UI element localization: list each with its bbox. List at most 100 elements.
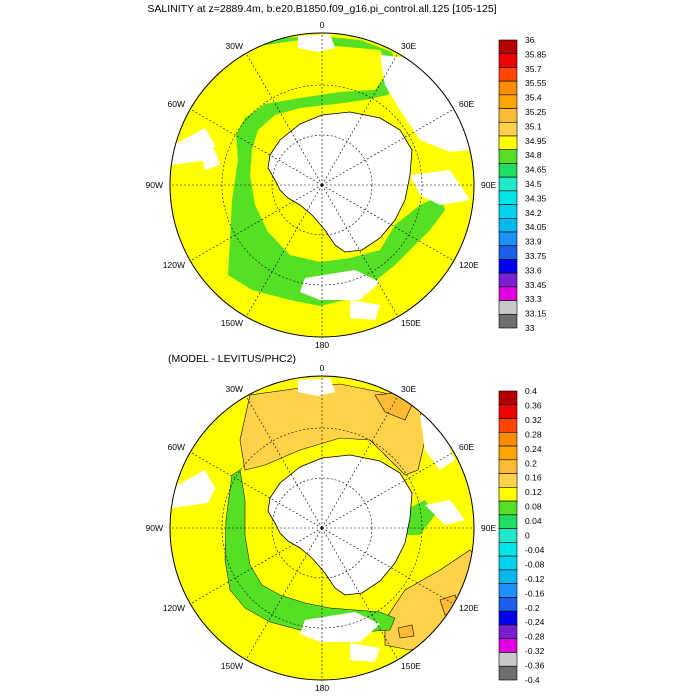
lon-label-150e: 150E (401, 318, 421, 328)
colorbar-swatch (498, 231, 518, 247)
colorbar-tick-label: 0.04 (525, 516, 542, 526)
colorbar-tick-label: 0.12 (525, 487, 542, 497)
lon-label-150e: 150E (401, 661, 421, 671)
colorbar-tick-label: 33.3 (525, 294, 542, 304)
colorbar-swatch (498, 390, 518, 406)
map-border (169, 32, 475, 338)
colorbar-swatch (498, 108, 518, 123)
lon-label-60e: 60E (459, 99, 474, 109)
colorbar-swatch (498, 418, 518, 433)
colorbar-tick-label: 34.8 (525, 150, 542, 160)
lon-label-30w: 30W (226, 384, 243, 394)
colorbar-tick-label: 0.2 (525, 458, 537, 468)
colorbar-swatch (498, 597, 518, 612)
lon-label-90e: 90E (481, 180, 496, 190)
colorbar-swatch (498, 245, 518, 260)
colorbar-swatch (498, 652, 518, 667)
colorbar-tick-label: 33.6 (525, 265, 542, 275)
lon-label-60e: 60E (459, 442, 474, 452)
colorbar-swatch (498, 121, 518, 137)
colorbar-swatch (498, 514, 518, 529)
colorbar-tick-label: -0.4 (525, 675, 540, 685)
lon-label-90w: 90W (146, 523, 163, 533)
lon-label-0: 0 (320, 20, 325, 30)
colorbar-swatch (498, 149, 518, 164)
colorbar-swatch (498, 665, 518, 681)
colorbar-swatch (498, 610, 518, 626)
colorbar-tick-label: 35.55 (525, 78, 547, 88)
lon-label-60w: 60W (168, 99, 185, 109)
colorbar-salinity: 36 35.85 35.7 35.55 35.4 35.25 35.1 34.95 34.8 34… (498, 35, 547, 333)
lon-label-120e: 120E (459, 260, 479, 270)
colorbar-tick-label: -0.08 (525, 559, 545, 569)
colorbar-tick-label: 34.95 (525, 136, 547, 146)
missing-data (170, 378, 465, 662)
lon-label-90w: 90W (146, 180, 163, 190)
colorbar-swatch (498, 542, 518, 557)
panel-salinity: SALINITY at z=2889.4m, b.e20.B1850.f09_g… (146, 3, 547, 350)
lon-label-30e: 30E (401, 41, 416, 51)
colorbar-tick-label: 33.9 (525, 237, 542, 247)
colorbar-tick-label: 34.05 (525, 222, 547, 232)
colorbar-tick-label: 36 (525, 35, 535, 45)
colorbar-tick-label: 0.16 (525, 473, 542, 483)
colorbar-swatch (498, 473, 518, 488)
colorbar-swatch (498, 39, 518, 55)
colorbar-difference: 0.4 0.36 0.32 0.28 0.24 0.2 0.16 0.12 0.08 0.04 0 -… (498, 386, 545, 685)
colorbar-tick-label: 34.2 (525, 208, 542, 218)
colorbar-tick-label: -0.24 (525, 617, 545, 627)
colorbar-swatch (498, 404, 518, 419)
lon-label-0: 0 (320, 363, 325, 373)
colorbar-tick-label: -0.04 (525, 545, 545, 555)
map-salinity: 0 30E 60E 90E 120E 150E 180 150W 120W 90… (146, 20, 497, 350)
colorbar-swatch (498, 624, 518, 640)
colorbar-tick-label: 35.4 (525, 93, 542, 103)
colorbar-tick-label: 34.35 (525, 193, 547, 203)
colorbar-swatch (498, 528, 518, 543)
colorbar-swatch (498, 459, 518, 474)
colorbar-swatch (498, 300, 518, 315)
colorbar-tick-label: 35.1 (525, 121, 542, 131)
colorbar-tick-label: 0.08 (525, 502, 542, 512)
colorbar-tick-label: -0.2 (525, 603, 540, 613)
colorbar-swatch (498, 53, 518, 68)
colorbar-swatch (498, 176, 518, 192)
colorbar-swatch (498, 135, 518, 151)
lon-label-180: 180 (315, 683, 329, 693)
colorbar-tick-label: 0.36 (525, 400, 542, 410)
colorbar-swatch (498, 638, 518, 653)
chart-title: SALINITY at z=2889.4m, b.e20.B1850.f09_g… (147, 3, 496, 15)
green-band (224, 469, 396, 633)
colorbar-tick-label: 0.24 (525, 444, 542, 454)
lon-label-120w: 120W (163, 603, 185, 613)
colorbar-swatch (498, 445, 518, 461)
lon-label-30e: 30E (401, 384, 416, 394)
antarctica (267, 111, 413, 253)
longitude-labels: 0 30E 60E 90E 120E 150E 180 150W 120W 90… (146, 363, 497, 693)
colorbar-swatch (498, 80, 518, 96)
green-patch-east (405, 500, 435, 535)
colorbar-tick-label: 35.85 (525, 49, 547, 59)
colorbar-tick-label: 33.45 (525, 280, 547, 290)
map-difference: 0 30E 60E 90E 120E 150E 180 150W 120W 90… (146, 363, 497, 693)
colorbar-tick-label: 0.28 (525, 429, 542, 439)
colorbar-tick-label: 35.25 (525, 107, 547, 117)
colorbar-swatch (498, 217, 518, 233)
colorbar-swatch (498, 286, 518, 301)
colorbar-tick-label: -0.36 (525, 661, 545, 671)
lon-label-60w: 60W (168, 442, 185, 452)
map-border (169, 375, 475, 681)
colorbar-tick-label: 33 (525, 323, 535, 333)
colorbar-tick-label: 0 (525, 531, 530, 541)
colorbar-tick-label: 34.65 (525, 165, 547, 175)
colorbar-swatch (498, 163, 518, 178)
lon-label-150w: 150W (221, 661, 243, 671)
colorbar-tick-label: 33.75 (525, 251, 547, 261)
colorbar-tick-label: -0.12 (525, 574, 545, 584)
colorbar-tick-label: -0.28 (525, 632, 545, 642)
lon-label-150w: 150W (221, 318, 243, 328)
colorbar-tick-label: 35.7 (525, 64, 542, 74)
colorbar-tick-label: -0.16 (525, 588, 545, 598)
colorbar-swatch (498, 500, 518, 516)
